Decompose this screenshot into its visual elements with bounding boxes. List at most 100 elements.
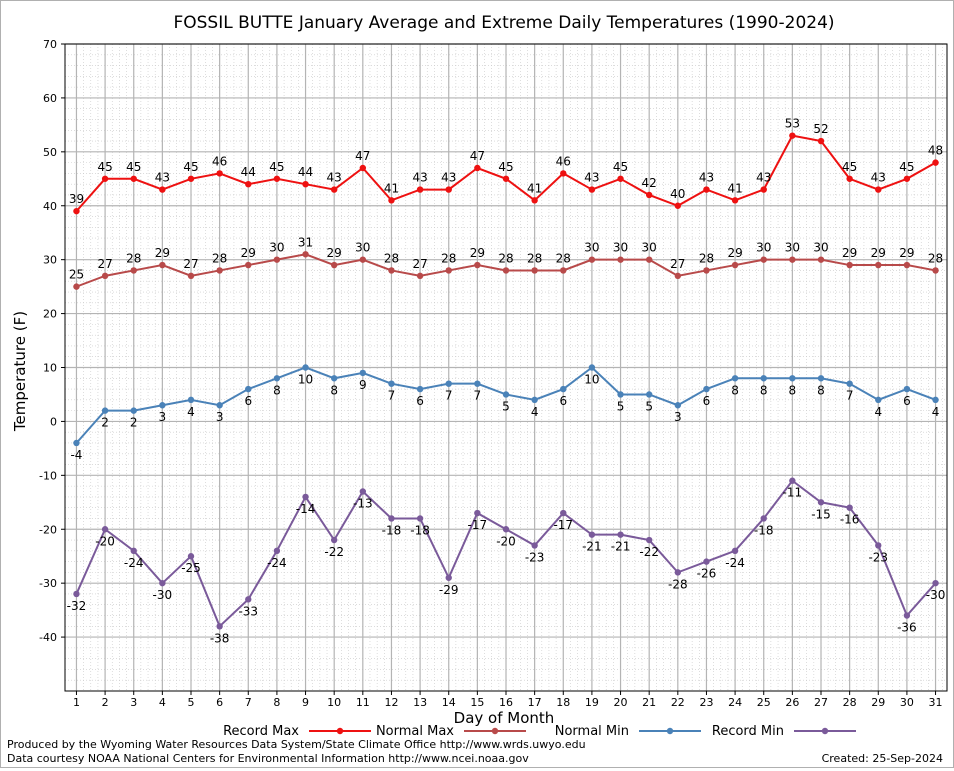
data-label: 28	[556, 251, 571, 265]
data-label: 10	[584, 373, 599, 387]
data-point	[760, 375, 767, 382]
data-label: 3	[159, 410, 167, 424]
data-point	[846, 504, 853, 511]
data-label: -17	[553, 518, 573, 532]
data-label: 41	[527, 181, 542, 195]
data-point	[560, 170, 567, 177]
data-label: 45	[842, 160, 857, 174]
data-label: 9	[359, 378, 367, 392]
data-point	[302, 493, 309, 501]
data-point	[416, 186, 424, 193]
data-label: 4	[531, 405, 539, 419]
data-point	[875, 396, 882, 404]
data-point	[932, 396, 939, 404]
data-point	[159, 186, 166, 193]
data-label: -24	[725, 556, 745, 570]
data-label: 2	[101, 416, 109, 430]
legend-marker	[821, 727, 829, 735]
data-label: -14	[296, 502, 316, 516]
data-point	[846, 380, 853, 387]
data-label: 43	[441, 171, 456, 185]
data-point	[703, 385, 710, 393]
data-point	[187, 175, 195, 182]
x-tick-label: 23	[699, 696, 713, 709]
data-point	[502, 391, 510, 398]
data-label: -17	[468, 518, 488, 532]
data-point	[502, 526, 510, 533]
data-label: -16	[840, 513, 860, 527]
series-record-min: -32-20-24-30-25-38-33-24-14-22-13-18 -18-…	[67, 477, 945, 645]
data-point	[245, 385, 252, 393]
x-tick-label: 14	[442, 696, 456, 709]
data-point	[645, 256, 653, 263]
data-label: -18	[410, 523, 430, 537]
y-tick-label: -30	[39, 577, 57, 590]
data-point	[216, 402, 223, 409]
data-point	[474, 164, 481, 172]
data-point	[474, 509, 481, 517]
data-point	[531, 542, 538, 549]
data-point	[359, 256, 367, 263]
data-label: 46	[212, 154, 227, 168]
data-point	[130, 547, 137, 555]
data-courtesy-credit: Data courtesy NOAA National Centers for …	[7, 752, 529, 765]
data-point	[445, 186, 452, 193]
data-point	[330, 186, 338, 193]
data-point	[674, 272, 682, 280]
data-label: 45	[498, 160, 513, 174]
y-tick-label: 60	[43, 92, 57, 105]
data-point	[846, 175, 853, 182]
data-label: -4	[70, 448, 82, 462]
data-label: 29	[327, 246, 342, 260]
x-tick-label: 17	[528, 696, 542, 709]
data-point	[588, 531, 596, 538]
data-label: -11	[783, 486, 803, 500]
y-tick-label: -10	[39, 469, 57, 482]
data-point	[932, 267, 939, 274]
data-label: 6	[903, 394, 911, 408]
data-label: 7	[846, 389, 854, 403]
legend-marker	[666, 727, 674, 735]
data-label: 29	[727, 246, 742, 260]
legend-label: Record Min	[712, 724, 784, 739]
data-point	[416, 515, 424, 522]
data-point	[789, 477, 796, 484]
data-point	[875, 261, 882, 269]
data-label: 31	[298, 235, 313, 249]
data-label: 27	[183, 257, 198, 271]
data-point	[645, 191, 653, 199]
data-label: 4	[187, 405, 195, 419]
data-label: 42	[642, 176, 657, 190]
data-point	[502, 267, 510, 274]
data-point	[187, 553, 195, 560]
data-label: -21	[611, 540, 631, 554]
y-tick-label: -40	[39, 631, 57, 644]
data-label: 8	[760, 383, 768, 397]
x-tick-label: 21	[642, 696, 656, 709]
data-label: 44	[241, 165, 256, 179]
data-label: 5	[645, 399, 653, 413]
data-label: 7	[474, 389, 482, 403]
y-tick-label: -20	[39, 523, 57, 536]
data-label: 30	[813, 241, 828, 255]
data-label: 47	[355, 149, 370, 163]
x-tick-label: 22	[671, 696, 685, 709]
data-point	[789, 375, 796, 382]
data-point	[645, 391, 653, 398]
data-label: 27	[97, 257, 112, 271]
produced-by-credit: Produced by the Wyoming Water Resources …	[7, 738, 586, 751]
data-label: 30	[613, 241, 628, 255]
x-tick-label: 19	[585, 696, 599, 709]
data-point	[932, 159, 939, 166]
data-point	[73, 207, 80, 215]
data-label: 10	[298, 373, 313, 387]
data-label: -21	[582, 540, 602, 554]
data-point	[474, 261, 481, 269]
data-label: 45	[97, 160, 112, 174]
data-point	[817, 499, 825, 506]
legend-label: Normal Max	[376, 724, 454, 739]
x-tick-label: 11	[356, 696, 370, 709]
y-tick-label: 10	[43, 362, 57, 375]
data-point	[101, 272, 109, 280]
data-point	[560, 267, 567, 274]
